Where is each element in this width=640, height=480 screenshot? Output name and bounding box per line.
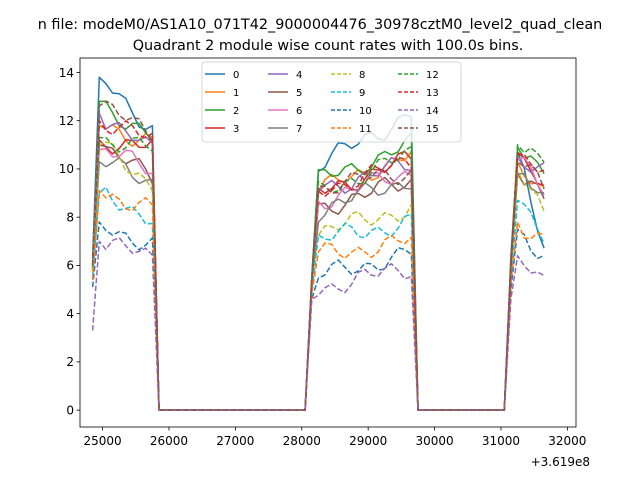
x-tick-label: 26000 xyxy=(150,434,188,448)
y-tick-label: 4 xyxy=(66,307,74,321)
x-axis: 25000 26000 27000 28000 29000 30000 31000 32000 xyxy=(83,427,586,448)
y-tick-label: 14 xyxy=(59,66,74,80)
legend-label-14: 14 xyxy=(426,106,439,117)
x-offset-label: +3.619e8 xyxy=(531,455,590,469)
legend-label-2: 2 xyxy=(233,106,239,117)
series-line-15 xyxy=(91,100,545,411)
y-tick-label: 8 xyxy=(66,210,74,224)
legend-label-4: 4 xyxy=(296,70,302,81)
x-tick-label: 29000 xyxy=(349,434,387,448)
legend-label-6: 6 xyxy=(296,106,302,117)
x-tick-label: 30000 xyxy=(415,434,453,448)
y-tick-label: 0 xyxy=(66,403,74,417)
y-tick-label: 2 xyxy=(66,355,74,369)
figure-suptitle: n file: modeM0/AS1A10_071T42_9000004476_… xyxy=(38,17,603,33)
legend-label-1: 1 xyxy=(233,88,239,99)
x-tick-label: 25000 xyxy=(83,434,121,448)
y-axis: 0 2 4 6 8 10 12 14 xyxy=(59,66,80,417)
y-tick-label: 12 xyxy=(59,114,74,128)
legend-label-3: 3 xyxy=(233,124,239,135)
legend-label-5: 5 xyxy=(296,88,302,99)
series-layer xyxy=(91,76,545,411)
legend-label-8: 8 xyxy=(359,70,365,81)
legend-label-10: 10 xyxy=(359,106,372,117)
legend-label-0: 0 xyxy=(233,70,239,81)
legend-label-13: 13 xyxy=(426,88,439,99)
y-tick-label: 6 xyxy=(66,259,74,273)
legend-label-12: 12 xyxy=(426,70,439,81)
legend-label-11: 11 xyxy=(359,124,372,135)
legend-label-9: 9 xyxy=(359,88,365,99)
y-tick-label: 10 xyxy=(59,162,74,176)
x-tick-label: 27000 xyxy=(216,434,254,448)
legend-label-7: 7 xyxy=(296,124,302,135)
legend-label-15: 15 xyxy=(426,124,439,135)
axes-frame xyxy=(79,57,577,428)
x-tick-label: 32000 xyxy=(548,434,586,448)
chart-title: Quadrant 2 module wise count rates with … xyxy=(133,38,524,54)
legend-frame xyxy=(201,61,462,143)
x-tick-label: 31000 xyxy=(482,434,520,448)
x-tick-label: 28000 xyxy=(283,434,321,448)
